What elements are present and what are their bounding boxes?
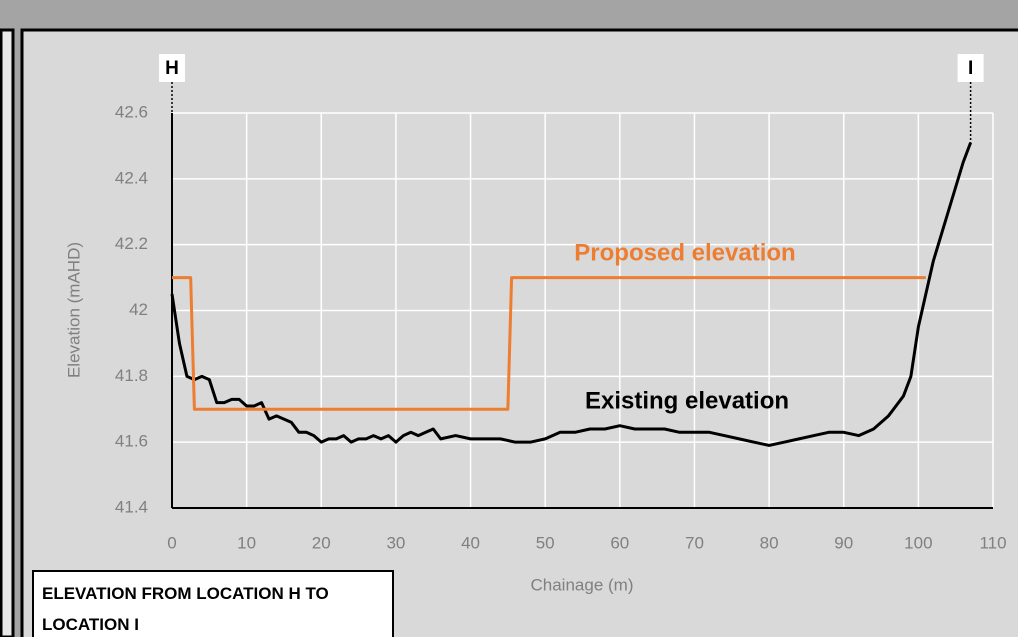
y-axis-label: Elevation (mAHD) (64, 242, 83, 378)
chart-panel (20, 28, 1018, 637)
x-tick-label: 20 (312, 533, 331, 552)
y-tick-label: 42.2 (115, 234, 148, 253)
y-tick-label: 42 (129, 300, 148, 319)
series-annotation: Existing elevation (585, 387, 789, 414)
y-tick-label: 42.6 (115, 102, 148, 121)
x-tick-label: 50 (536, 533, 555, 552)
location-label: H (165, 58, 179, 79)
x-tick-label: 100 (904, 533, 932, 552)
x-axis-label: Chainage (m) (531, 575, 634, 594)
y-tick-label: 42.4 (115, 168, 148, 187)
x-tick-label: 90 (834, 533, 853, 552)
x-tick-label: 10 (237, 533, 256, 552)
marker-box (159, 54, 185, 82)
marker-box (957, 54, 984, 82)
y-tick-label: 41.8 (115, 366, 148, 385)
series-line (172, 276, 926, 411)
side-panel (0, 28, 15, 637)
y-tick-label: 41.4 (115, 497, 148, 516)
x-tick-label: 70 (685, 533, 704, 552)
x-tick-label: 60 (610, 533, 629, 552)
x-tick-label: 0 (167, 533, 176, 552)
series-annotation: Proposed elevation (574, 239, 795, 266)
x-tick-label: 30 (386, 533, 405, 552)
series-line (170, 142, 973, 447)
x-tick-label: 40 (461, 533, 480, 552)
y-tick-label: 41.6 (115, 432, 148, 451)
chart-title: ELEVATION FROM LOCATION H TO LOCATION I (32, 570, 394, 637)
location-label: I (968, 58, 973, 79)
x-tick-label: 80 (760, 533, 779, 552)
x-tick-label: 110 (979, 533, 1006, 552)
